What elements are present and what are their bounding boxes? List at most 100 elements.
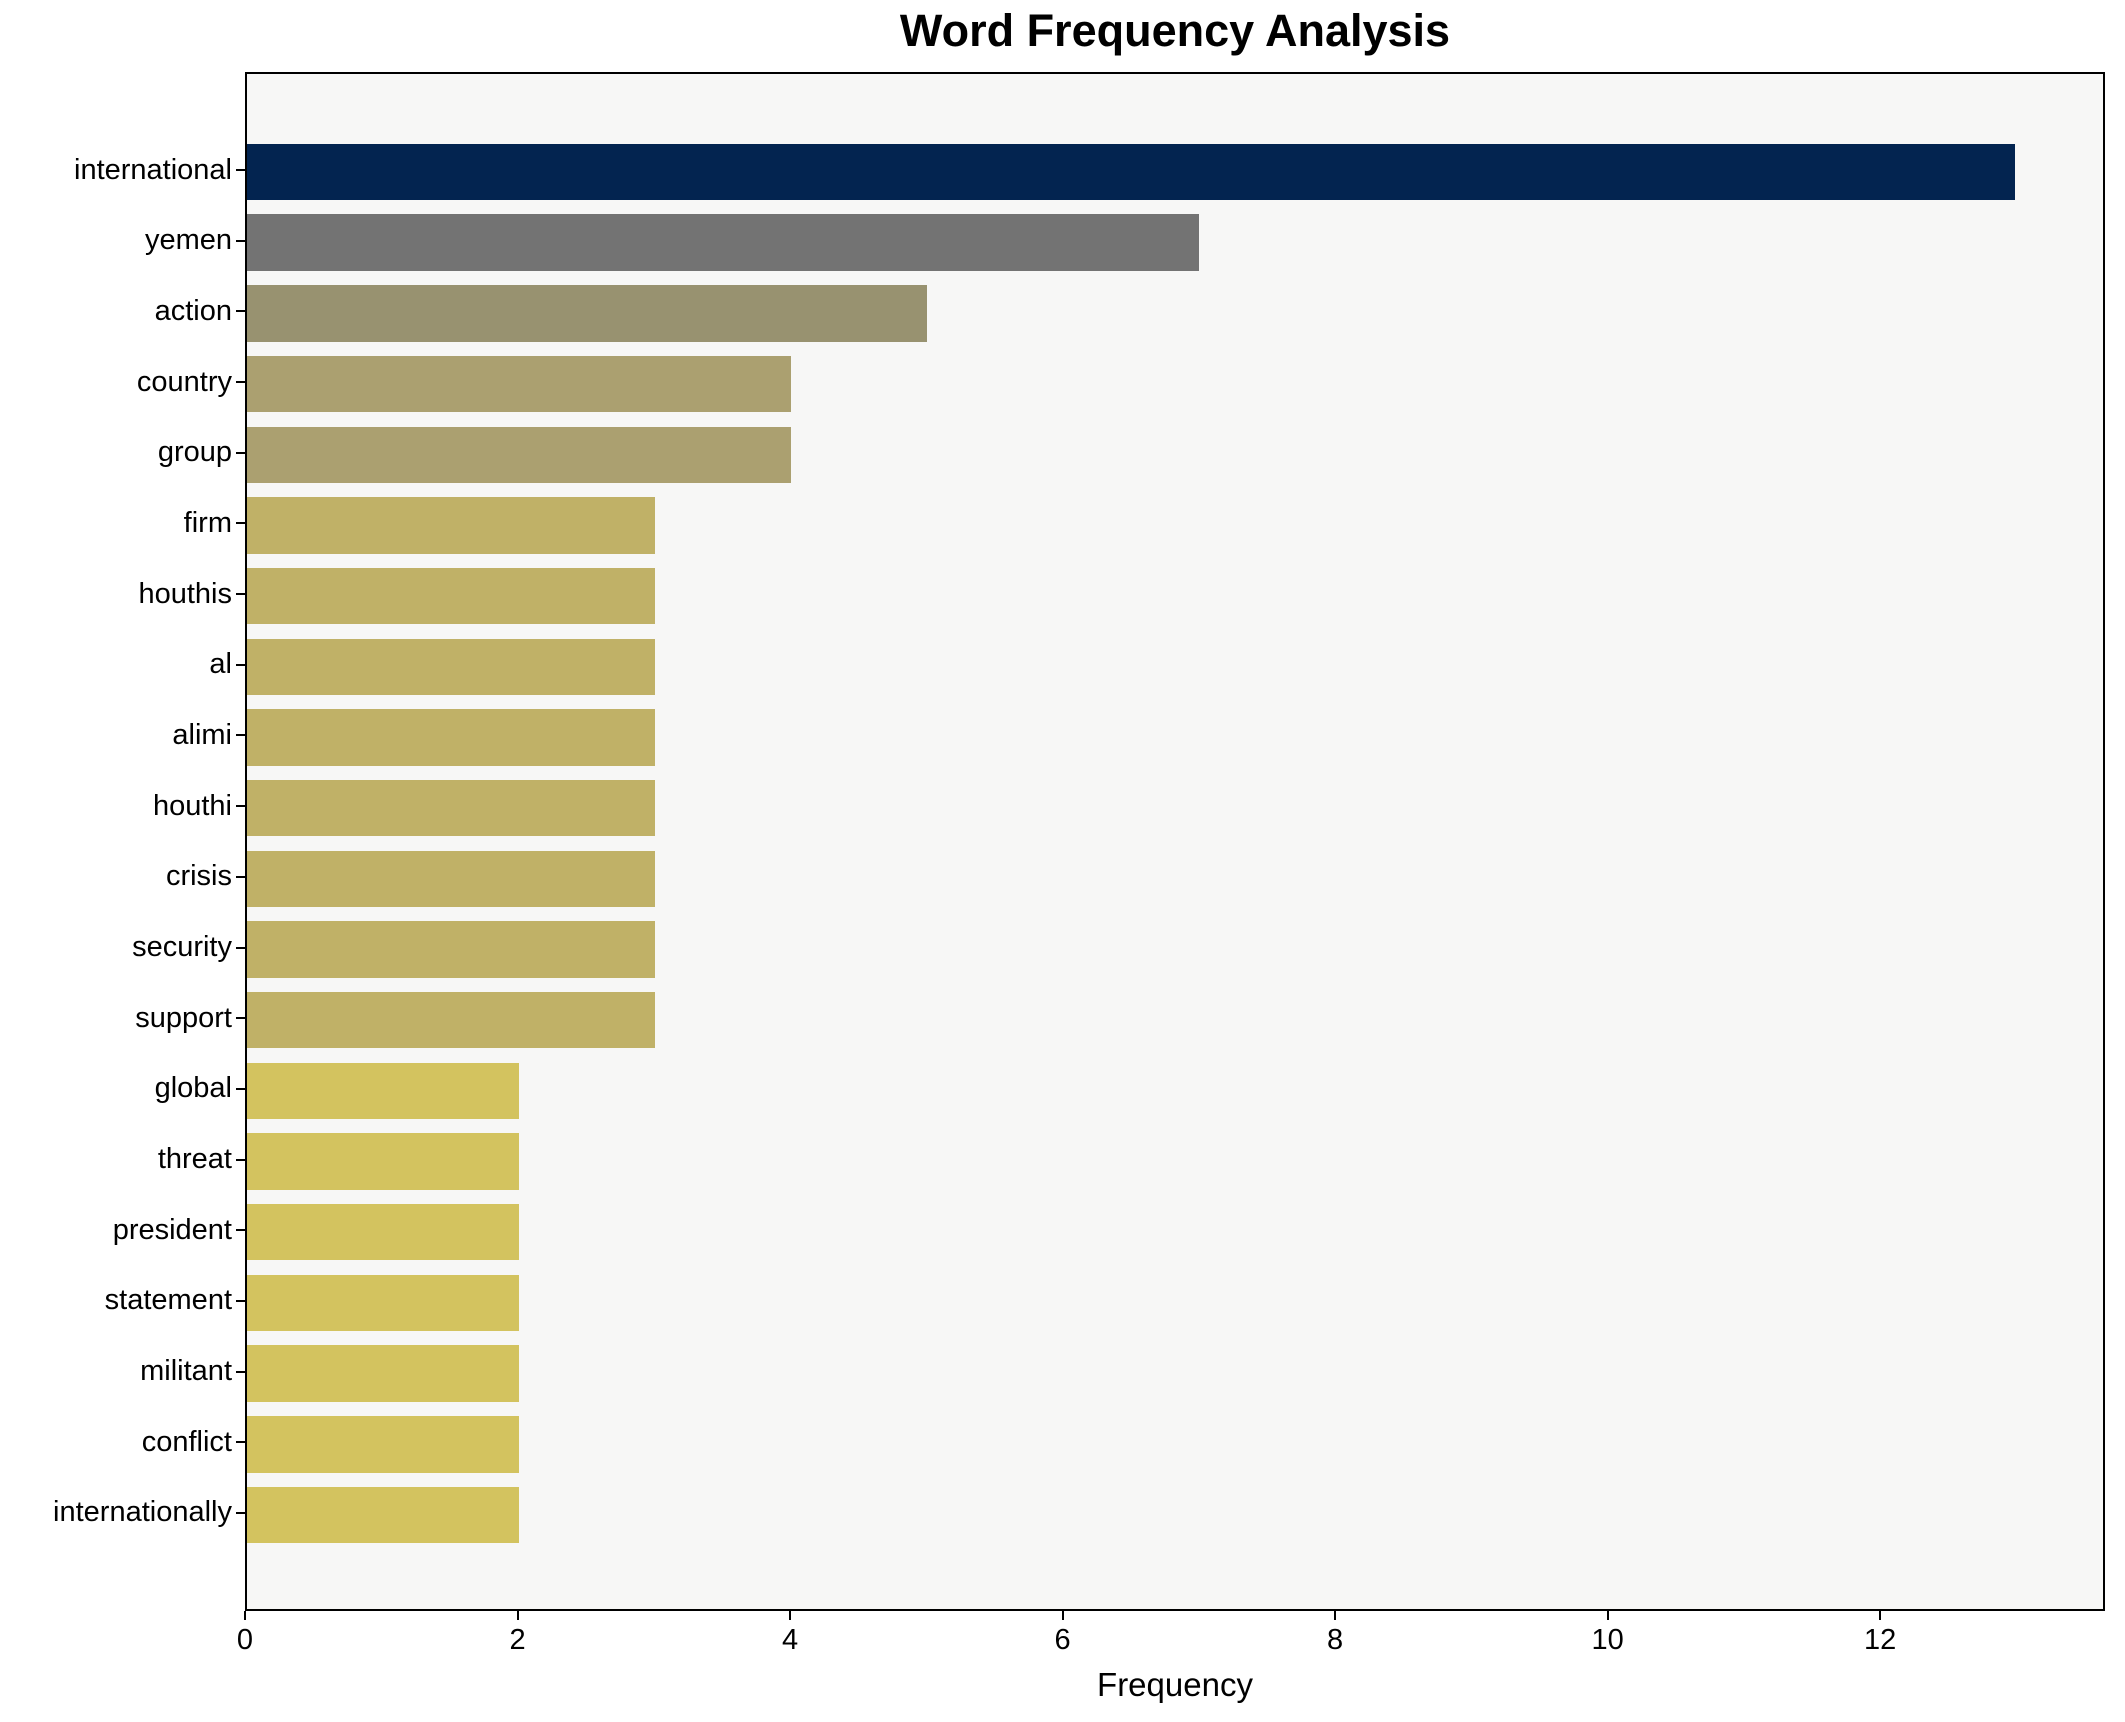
bar-row [247, 207, 2103, 278]
bar-row [247, 985, 2103, 1056]
bar-houthis [247, 567, 655, 625]
x-tick-label: 6 [1054, 1624, 1071, 1656]
bar-row [247, 419, 2103, 490]
y-tick-mark [236, 310, 245, 313]
y-tick-mark [236, 805, 245, 808]
bar-threat [247, 1133, 519, 1190]
y-tick-mark [236, 1441, 245, 1444]
y-tick-label: president [112, 1213, 232, 1246]
bar-row [247, 1126, 2103, 1197]
y-tick-label: country [136, 365, 232, 398]
bar-row [247, 1268, 2103, 1339]
bar-group [247, 426, 791, 483]
y-tick-label: security [132, 931, 232, 963]
x-axis-title: Frequency [1097, 1666, 1253, 1703]
bar-president [247, 1203, 519, 1261]
bar-row [247, 702, 2103, 773]
x-tick-mark [789, 1611, 792, 1620]
y-tick-label: international [74, 153, 232, 186]
bar-row [247, 1338, 2103, 1409]
y-tick-mark [236, 1370, 245, 1373]
y-axis-labels: international yemen action country group firm… [0, 72, 237, 1611]
y-tick-label: houthis [138, 577, 232, 610]
bar-conflict [247, 1416, 519, 1473]
y-tick-label: alimi [172, 718, 232, 751]
y-tick-mark [236, 522, 245, 525]
bar-al [247, 638, 655, 696]
y-tick-label: militant [140, 1355, 232, 1388]
bar-row [247, 561, 2103, 632]
y-tick-mark [236, 451, 245, 454]
y-tick-label: statement [104, 1284, 232, 1317]
bar-international [247, 143, 2015, 201]
y-tick-label: internationally [53, 1496, 232, 1529]
bar-row [247, 914, 2103, 985]
bar-row [247, 490, 2103, 561]
bar-houthi [247, 779, 655, 837]
bar-militant [247, 1345, 519, 1402]
x-tick-label: 4 [781, 1624, 799, 1656]
y-tick-label: yemen [144, 224, 232, 257]
y-tick-mark [236, 946, 245, 949]
bar-global [247, 1062, 519, 1120]
x-tick-mark [1879, 1611, 1882, 1620]
y-tick-label: threat [157, 1143, 232, 1176]
y-tick-mark [236, 663, 245, 666]
bar-row [247, 773, 2103, 844]
plot-area [245, 72, 2105, 1611]
y-tick-label: crisis [165, 860, 232, 893]
x-tick-label: 10 [1591, 1624, 1624, 1656]
bar-internationally [247, 1486, 519, 1544]
y-tick-mark [236, 1087, 245, 1090]
y-tick-mark [236, 875, 245, 878]
bar-row [247, 1197, 2103, 1268]
bar-support [247, 991, 655, 1049]
bar-row [247, 1056, 2103, 1127]
bar-alimi [247, 709, 655, 766]
x-tick-label: 0 [236, 1624, 254, 1656]
y-tick-mark [236, 593, 245, 596]
y-tick-label: al [209, 648, 232, 681]
x-tick-mark [1606, 1611, 1609, 1620]
x-tick-mark [1334, 1611, 1337, 1620]
bars-layer [247, 74, 2103, 1609]
y-tick-mark [236, 239, 245, 242]
y-tick-mark [236, 381, 245, 384]
y-tick-mark [236, 1511, 245, 1514]
bar-action [247, 285, 927, 342]
x-axis: 0 2 4 6 8 10 12 [237, 1611, 2105, 1671]
y-tick-label: group [157, 436, 232, 469]
bar-row [247, 1480, 2103, 1551]
bar-row [247, 844, 2103, 915]
x-tick-label: 12 [1864, 1624, 1897, 1656]
bar-security [247, 921, 655, 978]
y-tick-mark [236, 1299, 245, 1302]
x-tick-mark [1061, 1611, 1064, 1620]
y-tick-label: firm [183, 506, 232, 539]
y-tick-label: houthi [152, 789, 232, 822]
y-tick-mark [236, 1229, 245, 1232]
bar-row [247, 278, 2103, 349]
bar-row [247, 349, 2103, 420]
y-tick-label: global [154, 1072, 232, 1105]
bar-firm [247, 497, 655, 554]
x-tick-mark [244, 1611, 246, 1620]
bar-row [247, 137, 2103, 208]
y-tick-mark [236, 1158, 245, 1161]
y-tick-label: conflict [141, 1425, 232, 1458]
x-tick-label: 2 [509, 1624, 526, 1656]
chart-title: Word Frequency Analysis [899, 5, 1451, 56]
bar-row [247, 631, 2103, 702]
x-tick-label: 8 [1327, 1624, 1344, 1656]
bar-row [247, 1409, 2103, 1480]
y-tick-mark [236, 1017, 245, 1020]
bar-crisis [247, 850, 655, 908]
bar-country [247, 355, 791, 413]
y-tick-label: support [135, 1001, 232, 1034]
y-tick-mark [236, 734, 245, 737]
y-tick-label: action [154, 294, 232, 327]
x-tick-mark [516, 1611, 519, 1620]
y-tick-mark [236, 169, 245, 172]
bar-yemen [247, 214, 1199, 271]
